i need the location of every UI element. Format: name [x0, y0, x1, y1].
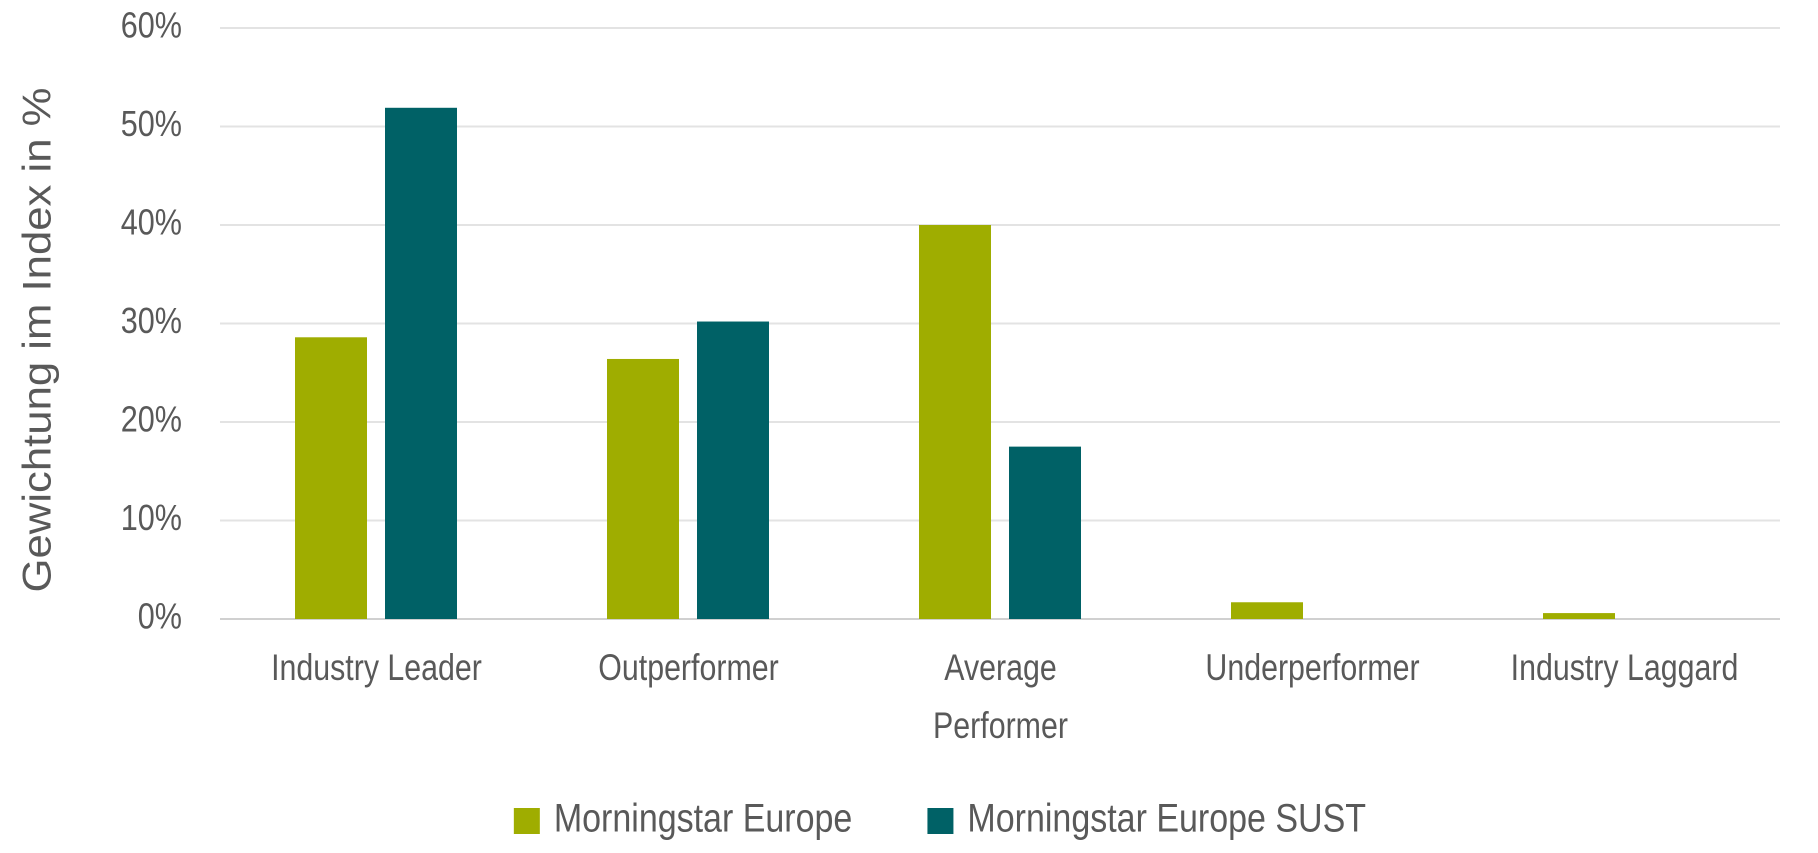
y-tick-label: 20%	[121, 400, 182, 440]
y-tick-label: 40%	[121, 203, 182, 243]
x-tick-label: Average Performer	[932, 647, 1068, 746]
bar	[1543, 613, 1615, 619]
bar	[697, 321, 769, 619]
y-axis-label: Gewichtung im Index in %	[16, 88, 60, 593]
x-tick-label: Industry Leader	[270, 647, 482, 688]
x-tick-label-box: Industry Leader	[270, 647, 482, 688]
x-tick-label: Outperformer	[597, 647, 779, 688]
bar	[919, 225, 991, 619]
x-tick-label-box: Industry Laggard	[1510, 647, 1738, 688]
bar	[1231, 602, 1303, 619]
x-tick-label-box: Underperformer	[1204, 647, 1420, 688]
x-tick-label: Industry Laggard	[1510, 647, 1738, 688]
y-tick-label: 60%	[121, 6, 182, 46]
bar	[607, 358, 679, 619]
legend-label: Morningstar Europe SUST	[967, 795, 1366, 840]
legend-swatch	[927, 808, 954, 834]
legend-swatch	[513, 808, 540, 834]
y-tick-label: 10%	[121, 499, 182, 539]
y-tick-label: 30%	[121, 302, 182, 342]
legend-label: Morningstar Europe	[554, 795, 853, 840]
bar	[385, 107, 457, 619]
bar	[295, 337, 367, 619]
y-tick-label: 50%	[121, 105, 182, 145]
x-tick-label-box: Average Performer	[932, 647, 1068, 746]
x-tick-label: Underperformer	[1204, 647, 1420, 688]
bar	[1009, 446, 1081, 619]
y-tick-label: 0%	[138, 597, 182, 637]
x-tick-label-box: Outperformer	[597, 647, 779, 688]
